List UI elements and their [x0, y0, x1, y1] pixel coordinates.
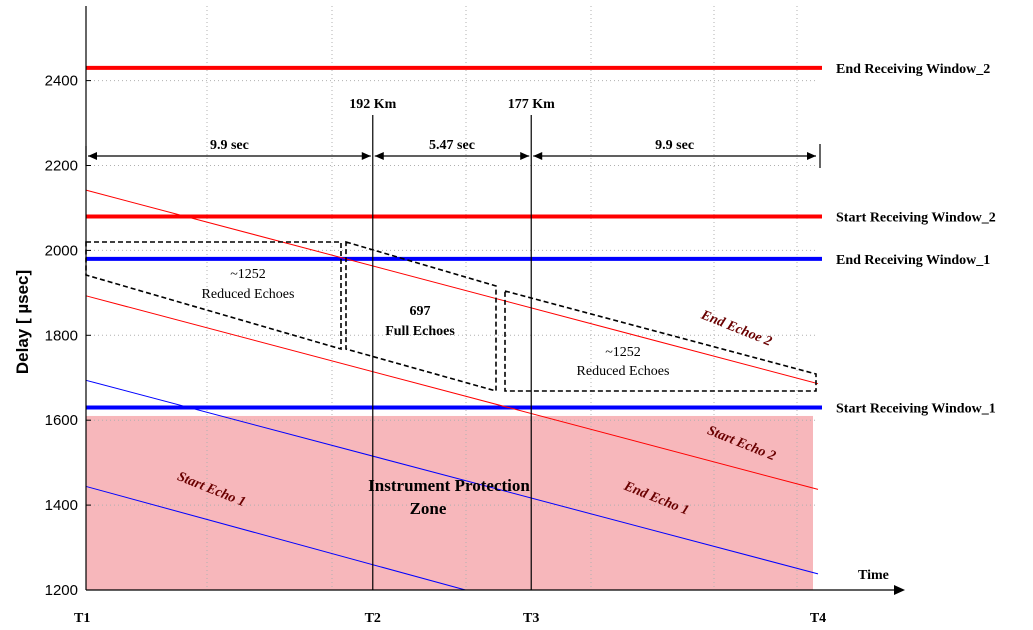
interval-arrowhead-right-0 [361, 152, 371, 160]
interval-arrowhead-left-2 [533, 152, 543, 160]
marker-label-1: 177 Km [508, 97, 555, 112]
y-tick-label-5: 2200 [45, 158, 78, 175]
interval-label-0: 9.9 sec [210, 138, 249, 153]
y-tick-label-2: 1600 [45, 412, 78, 429]
y-tick-label-0: 1200 [45, 582, 78, 599]
region-box-2 [345, 240, 497, 393]
region-3-count: ~1252 [605, 345, 641, 360]
region-box-3 [504, 289, 817, 392]
echo-line-2 [85, 379, 819, 575]
axes-layer [85, 6, 905, 595]
marker-label-0: 192 Km [349, 97, 396, 112]
echo-line-3 [85, 485, 466, 591]
y-tick-label-3: 1800 [45, 327, 78, 344]
interval-arrowhead-right-1 [520, 152, 530, 160]
x-axis-arrowhead [894, 585, 905, 595]
interval-arrowhead-left-0 [88, 152, 97, 160]
interval-label-2: 9.9 sec [655, 138, 694, 153]
region-1-label: Reduced Echoes [202, 287, 295, 302]
protection-zone-label-line1: Instrument Protection [368, 476, 530, 495]
interval-arrowhead-right-2 [807, 152, 816, 160]
x-tick-label-3: T4 [810, 611, 826, 626]
window-label-1: Start Receiving Window_2 [836, 210, 996, 225]
x-tick-label-2: T3 [523, 611, 539, 626]
interval-label-1: 5.47 sec [429, 138, 475, 153]
lines-layer [85, 65, 822, 591]
region-box-1 [85, 241, 342, 351]
y-tick-label-4: 2000 [45, 242, 78, 259]
region-3-label: Reduced Echoes [577, 364, 670, 379]
window-label-2: End Receiving Window_1 [836, 253, 990, 268]
y-tick-label-1: 1400 [45, 497, 78, 514]
echo-line-1 [85, 295, 819, 490]
region-1-count: ~1252 [230, 267, 266, 282]
window-label-0: End Receiving Window_2 [836, 62, 990, 77]
echo-label-0: End Echoe 2 [698, 307, 774, 349]
protection-zone-layer [86, 415, 813, 590]
x-axis-label: Time [858, 568, 889, 583]
y-tick-label-6: 2400 [45, 73, 78, 90]
protection-zone [86, 415, 813, 590]
interval-arrowhead-left-1 [374, 152, 384, 160]
region-2-count: 697 [410, 304, 431, 319]
echo-line-0 [85, 189, 819, 385]
x-tick-label-1: T2 [365, 611, 381, 626]
window-label-3: Start Receiving Window_1 [836, 401, 996, 416]
region-2-label: Full Echoes [385, 324, 455, 339]
y-axis-label: Delay [ µsec] [13, 270, 32, 374]
protection-zone-label-line2: Zone [410, 499, 447, 518]
x-tick-label-0: T1 [74, 611, 90, 626]
